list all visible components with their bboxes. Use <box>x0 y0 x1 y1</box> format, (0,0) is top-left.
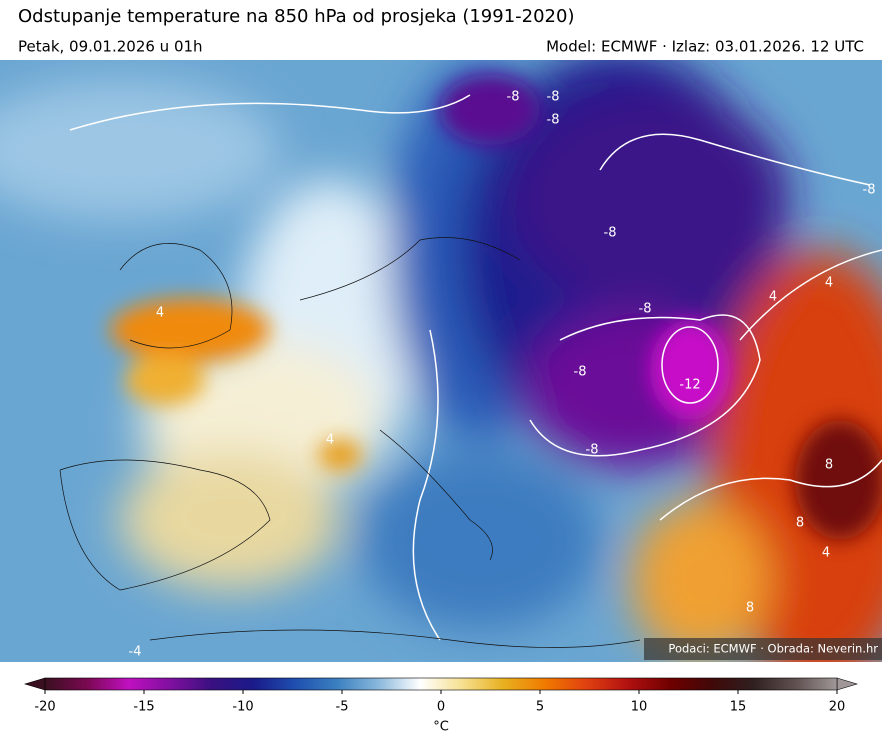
colorbar-tick-label: 10 <box>631 700 648 715</box>
colorbar-low-extend <box>23 677 46 691</box>
coastlines <box>59 237 641 648</box>
credit: Podaci: ECMWF · Obrada: Neverin.hr <box>668 642 878 656</box>
colorbar-tick-label: -10 <box>232 700 253 715</box>
contour-label: 8 <box>825 458 833 473</box>
colorbar-scale <box>44 677 838 691</box>
map: -8 -8 -8 -8 -8 -8 4 4 4 -12 -8 -8 8 8 4 8 -4 4 Podaci: EC… <box>0 60 882 662</box>
contour-label: 8 <box>746 601 754 616</box>
colorbar-tick-label: -15 <box>133 700 154 715</box>
contour-label: 4 <box>825 276 833 291</box>
model-info: Model: ECMWF · Izlaz: 03.01.2026. 12 UTC <box>546 38 864 56</box>
colorbar-high-extend <box>836 677 859 691</box>
contour-label: 4 <box>156 306 164 321</box>
contour-label: 4 <box>822 546 830 561</box>
colorbar-tick-label: 0 <box>437 700 445 715</box>
contour-label: 4 <box>769 290 777 305</box>
colorbar-tick-label: -5 <box>336 700 349 715</box>
colorbar-tick-label: -20 <box>34 700 55 715</box>
contour-label: -8 <box>547 90 560 105</box>
contour-label: 8 <box>796 516 804 531</box>
colorbar-tick-label: 5 <box>536 700 544 715</box>
colorbar-label: °C <box>433 720 449 735</box>
contour-label: -8 <box>547 113 560 128</box>
colorbar-tick-label: 20 <box>829 700 846 715</box>
contour-label: -4 <box>129 645 142 660</box>
colorbar-tick-label: 15 <box>730 700 747 715</box>
valid-time: Petak, 09.01.2026 u 01h <box>18 38 203 56</box>
contour-label: -8 <box>507 90 520 105</box>
contour-label: -8 <box>639 302 652 317</box>
contour-label: -8 <box>604 226 617 241</box>
contours <box>69 94 882 641</box>
contour-label: -8 <box>863 183 876 198</box>
contour-label: -12 <box>679 378 700 393</box>
title: Odstupanje temperature na 850 hPa od pro… <box>18 6 574 27</box>
credit-box <box>644 638 882 660</box>
contour-label: -8 <box>586 443 599 458</box>
contour-label: 4 <box>326 433 334 448</box>
colorbar: -20 -15 -10 -5 0 5 10 15 20 °C <box>23 677 859 735</box>
contour-label: -8 <box>574 365 587 380</box>
